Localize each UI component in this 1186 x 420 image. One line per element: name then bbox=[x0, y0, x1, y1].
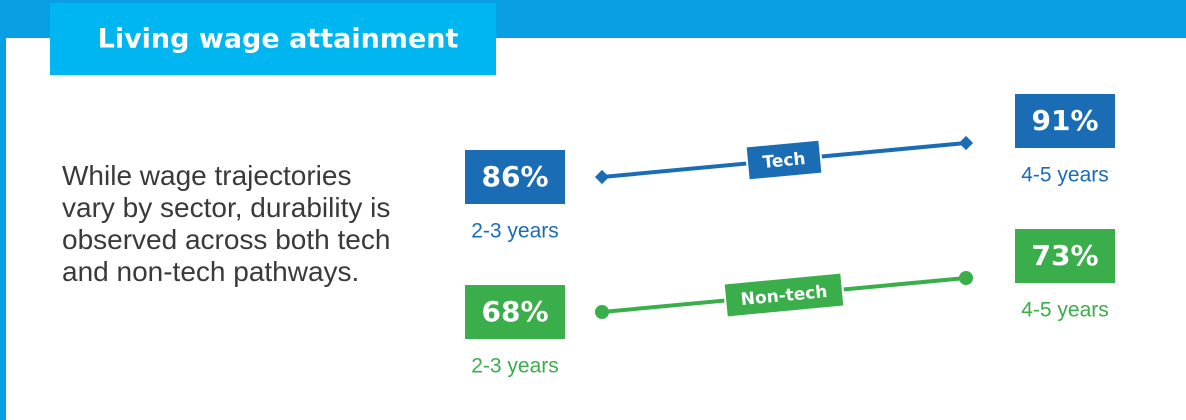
category-label: 2-3 years bbox=[471, 355, 559, 378]
marker bbox=[594, 169, 610, 185]
value-label: 86% bbox=[481, 160, 548, 193]
series-tag-box bbox=[722, 271, 846, 319]
series-tag-box bbox=[744, 138, 824, 182]
value-box bbox=[465, 150, 565, 204]
category-label: 2-3 years bbox=[471, 220, 559, 243]
marker bbox=[959, 271, 973, 285]
legend-label: Tech bbox=[762, 149, 807, 173]
title-box bbox=[50, 3, 496, 75]
value-box bbox=[1015, 229, 1115, 283]
title: Living wage attainment bbox=[98, 24, 459, 55]
description: While wage trajectories vary by sector, … bbox=[62, 160, 391, 287]
category-label: 4-5 years bbox=[1021, 299, 1109, 322]
value-label: 68% bbox=[481, 295, 548, 328]
marker bbox=[958, 135, 974, 151]
marker bbox=[595, 305, 609, 319]
value-label: 91% bbox=[1031, 104, 1098, 137]
series-tag: Tech bbox=[744, 138, 824, 182]
left-border bbox=[0, 0, 6, 420]
value-box bbox=[465, 285, 565, 339]
value-label: 73% bbox=[1031, 239, 1098, 272]
value-box bbox=[1015, 94, 1115, 148]
category-label: 4-5 years bbox=[1021, 164, 1109, 187]
series-tag: Non-tech bbox=[722, 271, 846, 319]
